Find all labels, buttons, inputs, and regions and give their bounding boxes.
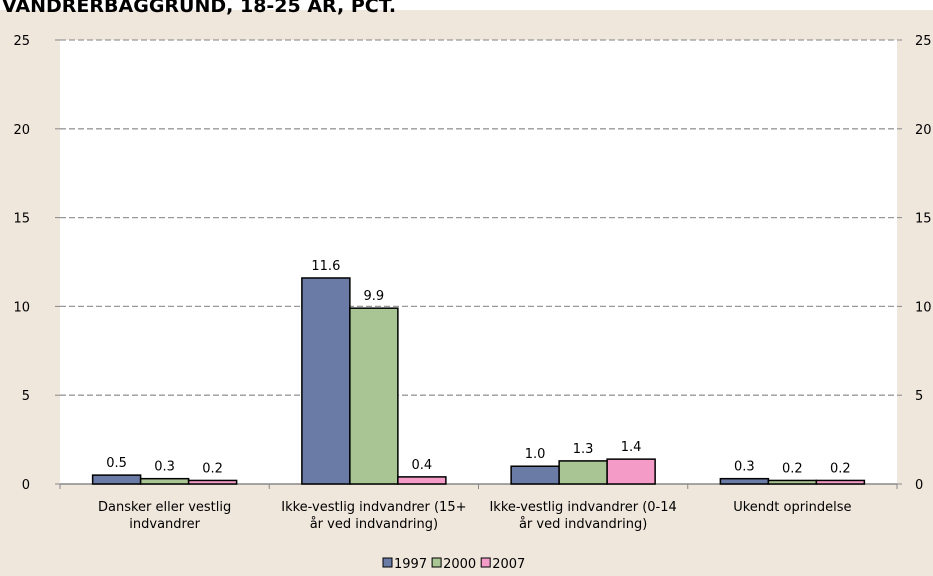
bar (815, 479, 866, 485)
y-tick-label: 20 (13, 123, 30, 138)
plot-area (60, 40, 897, 484)
x-tick-label: Ukendt oprindelse (733, 500, 852, 515)
value-label: 0.4 (412, 458, 433, 473)
y2-tick-label: 25 (915, 34, 932, 49)
legend-label: 2007 (492, 557, 525, 572)
chart-title: VANDRERBAGGRUND, 18-25 ÅR, PCT. (2, 0, 396, 17)
bar (510, 465, 560, 485)
y-tick-label: 10 (13, 300, 30, 315)
value-label: 11.6 (311, 259, 340, 274)
y2-tick-label: 10 (915, 300, 932, 315)
value-label: 1.4 (621, 440, 642, 455)
bar (719, 477, 770, 485)
y2-tick-label: 20 (915, 123, 932, 138)
bar (187, 479, 238, 485)
value-label: 1.3 (573, 442, 594, 457)
y2-tick-label: 15 (915, 212, 932, 227)
value-label: 0.2 (202, 461, 223, 476)
value-label: 1.0 (525, 447, 546, 462)
bar (397, 476, 447, 485)
bar (349, 307, 399, 485)
legend-label: 2000 (443, 557, 476, 572)
value-label: 0.2 (830, 461, 851, 476)
value-label: 0.2 (782, 461, 803, 476)
value-label: 0.3 (734, 460, 755, 475)
x-tick-label: Ikke-vestlig indvandrer (15+ år ved indv… (281, 500, 467, 532)
legend-label: 1997 (394, 557, 427, 572)
bar (301, 277, 351, 485)
value-label: 0.3 (154, 460, 175, 475)
bar (767, 479, 818, 485)
bar (91, 474, 142, 485)
y-tick-label: 0 (22, 478, 30, 493)
value-label: 9.9 (364, 289, 385, 304)
value-label: 0.5 (106, 456, 127, 471)
x-tick-label: Ikke-vestlig indvandrer (0-14 år ved ind… (489, 500, 677, 532)
legend-swatch (382, 557, 393, 568)
bar (606, 458, 656, 485)
x-tick-label: Dansker eller vestlig indvandrer (97, 500, 232, 532)
y2-tick-label: 5 (915, 389, 923, 404)
bar (139, 477, 190, 485)
y-tick-label: 25 (13, 34, 30, 49)
bar (558, 460, 608, 485)
legend-swatch (431, 557, 442, 568)
legend-swatch (480, 557, 491, 568)
y-tick-label: 15 (13, 212, 30, 227)
y-tick-label: 5 (22, 389, 30, 404)
y2-tick-label: 0 (915, 478, 923, 493)
